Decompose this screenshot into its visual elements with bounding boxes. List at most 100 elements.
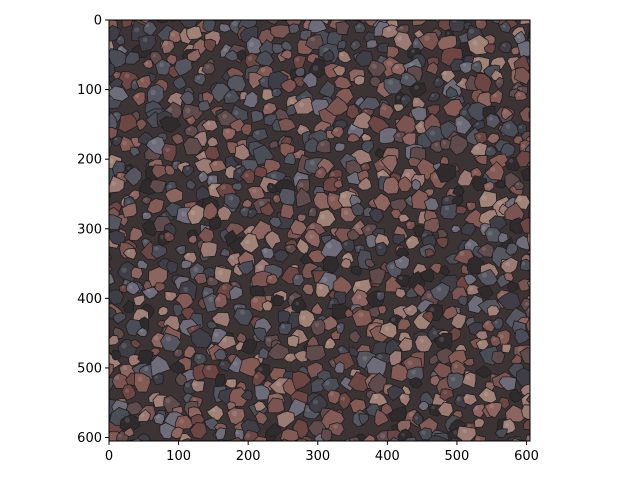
stone-highlight — [144, 240, 148, 244]
stone — [258, 346, 270, 360]
stone — [174, 414, 194, 430]
stone-highlight — [165, 336, 172, 342]
stone — [326, 389, 342, 405]
stone-highlight — [391, 317, 396, 322]
stone — [109, 363, 114, 378]
stone — [266, 342, 290, 361]
stone — [190, 378, 206, 393]
stone-highlight — [222, 337, 227, 343]
stone-highlight — [167, 292, 171, 296]
stone — [280, 438, 290, 441]
stone-highlight — [490, 166, 496, 172]
stone — [109, 334, 111, 343]
stone-highlight — [264, 105, 269, 109]
stone-highlight — [378, 245, 382, 250]
stone — [372, 192, 392, 213]
stone — [334, 142, 346, 152]
stone — [276, 410, 296, 429]
stone-highlight — [389, 264, 395, 270]
stone — [519, 106, 530, 124]
stone-highlight — [150, 89, 156, 96]
stone — [129, 146, 141, 158]
stone — [175, 372, 188, 387]
stone-highlight — [247, 228, 252, 232]
stone — [197, 170, 210, 184]
stone — [452, 185, 465, 196]
stone — [532, 166, 551, 186]
stone-highlight — [399, 26, 404, 30]
stone-highlight — [320, 214, 326, 220]
stone — [462, 392, 478, 406]
stone — [112, 312, 127, 325]
stone-highlight — [492, 338, 496, 342]
stone — [381, 24, 401, 39]
stone — [411, 188, 430, 210]
stone — [435, 163, 456, 183]
stone-highlight — [322, 276, 328, 283]
stone — [404, 234, 421, 250]
stone — [164, 187, 184, 205]
stone-highlight — [419, 338, 425, 343]
stone-highlight — [206, 121, 211, 126]
stone — [356, 449, 373, 464]
stone-highlight — [269, 185, 273, 188]
stone — [226, 10, 236, 19]
stone-highlight — [137, 376, 143, 382]
stone — [531, 332, 550, 347]
stone-highlight — [233, 110, 239, 116]
stone — [193, 73, 207, 86]
x-tick-label: 400 — [375, 449, 400, 464]
stone-highlight — [503, 110, 507, 114]
stone — [445, 85, 459, 99]
stone — [348, 346, 360, 358]
stone — [483, 43, 497, 54]
stone — [340, 257, 352, 270]
stone — [171, 133, 185, 145]
stone — [133, 372, 151, 393]
stone — [351, 111, 373, 130]
stone-highlight — [407, 222, 411, 226]
stone — [498, 40, 512, 54]
stone — [369, 75, 381, 88]
y-tick-label: 200 — [77, 153, 102, 168]
stone-highlight — [249, 41, 255, 47]
stone-highlight — [249, 210, 252, 213]
stone-highlight — [457, 120, 462, 126]
stone — [483, 180, 495, 192]
stone-highlight — [407, 12, 410, 15]
stone — [323, 176, 339, 193]
axes-frame — [108, 19, 531, 442]
stone-highlight — [430, 130, 436, 136]
stone-highlight — [481, 226, 486, 231]
stone — [253, 400, 267, 412]
stone-highlight — [486, 184, 490, 187]
stone-highlight — [111, 180, 117, 186]
stone — [529, 76, 530, 79]
stone-highlight — [310, 36, 316, 42]
stone — [427, 91, 440, 102]
stone — [138, 34, 157, 53]
stone — [320, 20, 330, 26]
stone — [501, 343, 512, 354]
stone — [517, 278, 530, 292]
stone — [310, 378, 328, 394]
stone — [129, 226, 144, 242]
stone-highlight — [379, 171, 383, 176]
stone-highlight — [209, 278, 213, 282]
stone-highlight — [426, 293, 432, 299]
stone — [411, 178, 422, 192]
stone — [303, 229, 321, 249]
stone-highlight — [122, 450, 127, 455]
stone-highlight — [252, 188, 257, 193]
stone-highlight — [266, 337, 271, 342]
stone-highlight — [505, 124, 511, 129]
stone — [250, 270, 272, 288]
stone-highlight — [536, 356, 539, 359]
stone — [375, 241, 388, 256]
stone-highlight — [452, 226, 456, 229]
stone-highlight — [154, 335, 159, 341]
stone — [310, 301, 324, 315]
stone — [520, 168, 530, 181]
stone-highlight — [324, 380, 330, 386]
stone-highlight — [144, 198, 147, 201]
